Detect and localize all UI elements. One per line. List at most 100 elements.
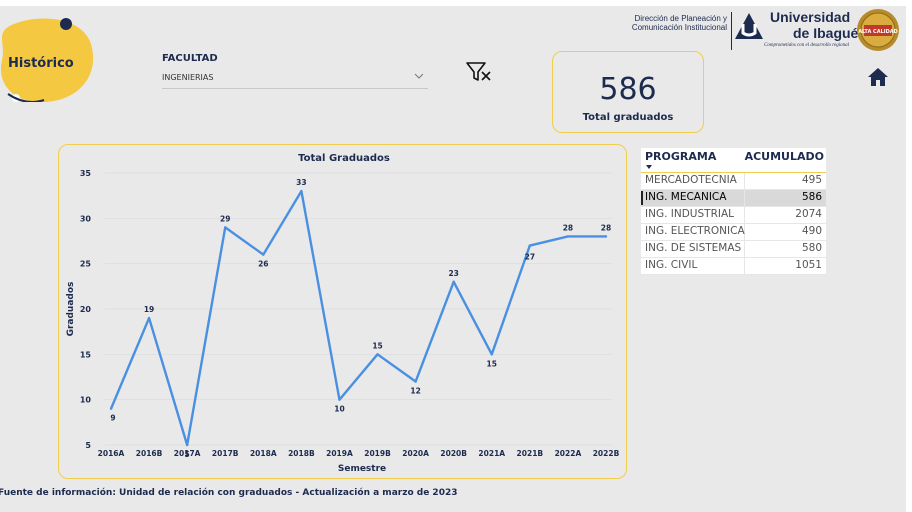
data-point (185, 443, 189, 447)
column-divider (744, 224, 745, 240)
data-label: 27 (525, 253, 535, 262)
cell-accumulated: 580 (801, 242, 822, 254)
department-line-2: Comunicación Institucional (631, 23, 727, 32)
cell-program: ING. DE SISTEMAS (645, 242, 742, 254)
y-tick-label: 30 (80, 214, 92, 223)
x-tick-label: 2020A (402, 449, 429, 458)
program-table: PROGRAMA ACUMULADO MERCADOTECNIA 495 ING. … (641, 148, 826, 275)
table-row[interactable]: ING. ELECTRONICA 490 (641, 224, 826, 241)
data-label: 10 (334, 405, 344, 414)
data-label: 15 (487, 359, 497, 368)
university-slogan: Comprometidos con el desarrollo regional (764, 43, 849, 48)
x-tick-label: 2018B (288, 449, 315, 458)
data-label: 5 (185, 450, 190, 459)
faculty-dropdown-value: INGENIERIAS (162, 73, 214, 82)
x-tick-label: 2016A (98, 449, 125, 458)
data-label: 28 (563, 223, 573, 232)
y-tick-label: 35 (80, 169, 92, 178)
x-tick-label: 2017A (174, 449, 201, 458)
y-tick-label: 20 (80, 305, 92, 314)
x-tick-label: 2020B (440, 449, 467, 458)
cell-program: ING. ELECTRONICA (645, 225, 745, 237)
x-tick-label: 2021B (517, 449, 544, 458)
x-tick-label: 2022B (593, 449, 620, 458)
data-point (338, 398, 341, 401)
logo-divider (731, 12, 732, 50)
chevron-down-icon (414, 73, 424, 79)
data-label: 9 (110, 414, 115, 423)
y-tick-label: 15 (80, 350, 92, 359)
cell-accumulated: 1051 (795, 259, 822, 271)
title-blob-shape (0, 18, 94, 102)
chart-y-axis-label: Graduados (66, 282, 76, 337)
data-label: 28 (601, 223, 611, 232)
data-point (262, 253, 265, 256)
column-header-accumulated[interactable]: ACUMULADO (744, 150, 824, 163)
data-point (224, 226, 227, 229)
data-point (147, 316, 151, 320)
column-divider (744, 173, 745, 189)
column-header-program[interactable]: PROGRAMA (645, 150, 717, 163)
university-name-line-1: Universidad (770, 9, 851, 25)
department-line-1: Dirección de Planeación y (634, 14, 728, 23)
column-divider (744, 258, 745, 274)
faculty-dropdown[interactable]: INGENIERIAS (162, 70, 428, 89)
column-divider (744, 207, 745, 223)
cell-accumulated: 490 (801, 225, 822, 237)
table-row[interactable]: ING. DE SISTEMAS 580 (641, 241, 826, 258)
page-title: Histórico (8, 56, 74, 71)
table-row[interactable]: ING. CIVIL 1051 (641, 258, 826, 275)
sort-desc-icon[interactable] (646, 165, 652, 169)
table-header: PROGRAMA ACUMULADO (641, 148, 826, 173)
x-tick-label: 2019A (326, 449, 353, 458)
graduates-line-chart: Total Graduados Semestre Graduados 5 10 15… (58, 144, 627, 479)
table-row[interactable]: ING. MECANICA 586 (641, 190, 826, 207)
university-name-line-2: de Ibagué (793, 25, 859, 41)
data-label: 15 (372, 341, 382, 350)
y-tick-label: 5 (85, 441, 91, 450)
cell-accumulated: 495 (801, 174, 822, 186)
data-label: 29 (220, 214, 230, 223)
data-point (490, 353, 493, 356)
data-point (376, 353, 379, 356)
x-tick-label: 2016B (136, 449, 163, 458)
total-graduates-card: 586 Total graduados (552, 51, 704, 133)
x-tick-label: 2018A (250, 449, 277, 458)
selected-row-indicator (641, 191, 643, 205)
data-point (109, 407, 113, 410)
x-tick-label: 2022A (555, 449, 582, 458)
table-row[interactable]: MERCADOTECNIA 495 (641, 173, 826, 190)
data-point (300, 189, 303, 193)
data-label: 33 (296, 178, 306, 187)
cell-accumulated: 2074 (795, 208, 822, 220)
x-tick-label: 2017B (212, 449, 239, 458)
cell-accumulated: 586 (801, 191, 822, 203)
y-tick-label: 10 (80, 396, 92, 405)
department-name: Dirección de Planeación y Comunicación I… (610, 14, 727, 32)
university-logo-mark (735, 13, 763, 39)
data-label: 23 (448, 269, 458, 278)
table-body: MERCADOTECNIA 495 ING. MECANICA 586 ING. IND… (641, 173, 826, 275)
data-label: 26 (258, 260, 268, 269)
column-divider (744, 241, 745, 257)
data-point (452, 280, 455, 283)
chart-canvas: Total Graduados Semestre Graduados 5 10 15… (66, 153, 620, 474)
cell-program: MERCADOTECNIA (645, 174, 737, 186)
data-point (604, 235, 608, 238)
cell-program: ING. MECANICA (645, 191, 727, 203)
chart-title: Total Graduados (298, 153, 390, 164)
data-label: 12 (410, 387, 420, 396)
data-label: 19 (144, 305, 154, 314)
data-point (528, 244, 532, 247)
table-row[interactable]: ING. INDUSTRIAL 2074 (641, 207, 826, 224)
chart-x-axis-label: Semestre (338, 464, 386, 474)
column-divider (744, 190, 745, 206)
svg-text:ALTA CALIDAD: ALTA CALIDAD (858, 29, 898, 35)
clear-filter-icon[interactable] (465, 60, 493, 84)
total-graduates-label: Total graduados (582, 112, 674, 123)
source-footnote: Fuente de información: Unidad de relació… (0, 488, 458, 498)
home-icon[interactable] (867, 66, 889, 88)
cell-program: ING. INDUSTRIAL (645, 208, 734, 220)
y-tick-label: 25 (80, 260, 92, 269)
